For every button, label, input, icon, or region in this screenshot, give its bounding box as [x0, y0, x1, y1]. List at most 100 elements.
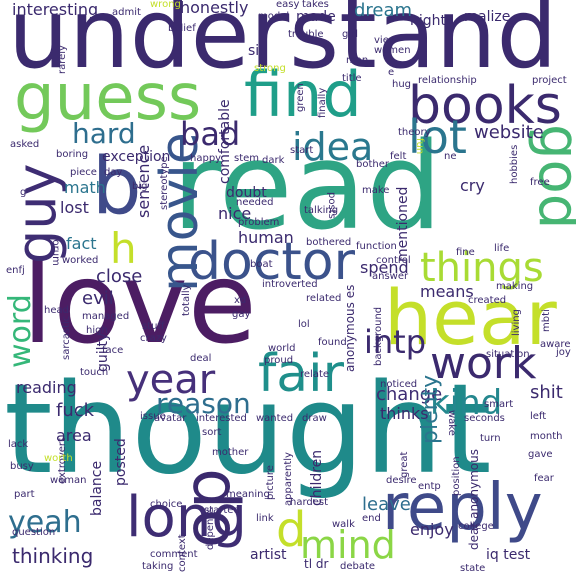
word-touch: touch — [80, 367, 109, 378]
word-fine: fine — [456, 247, 475, 258]
word-fuck: fuck — [56, 400, 95, 421]
word-model: model — [258, 11, 290, 22]
word-left: left — [530, 411, 547, 422]
word-free: free — [530, 177, 550, 188]
word-happy: happy — [190, 153, 222, 164]
word-problem: problem — [238, 217, 280, 228]
word-mbti: mbti — [541, 309, 552, 332]
word-enjoy: enjoy — [410, 520, 454, 539]
word-dear: dear anonymous — [467, 449, 481, 550]
word-kind: kind — [430, 383, 503, 423]
word-theory: theory — [398, 127, 431, 138]
word-takes: takes — [302, 0, 329, 10]
word-belief: belief — [168, 23, 196, 34]
word-hug: hug — [392, 79, 412, 90]
word-proud: proud — [264, 355, 294, 366]
word-admit: admit — [112, 7, 141, 18]
word-view: view — [374, 35, 398, 46]
word-fun: fun — [414, 138, 425, 155]
word-year: year — [126, 357, 216, 403]
word-nice: nice — [218, 204, 252, 223]
word-h: h — [110, 224, 137, 273]
word-issue: issue — [140, 411, 166, 422]
word-long: long — [126, 485, 247, 550]
word-stereotype: stereotype — [159, 156, 170, 210]
word-reply: reply — [382, 471, 543, 545]
word-talking: talking — [304, 205, 339, 216]
word-turn: turn — [480, 433, 501, 444]
word-night: night — [410, 13, 447, 29]
word-women: women — [374, 45, 411, 56]
word-doctor: doctor — [188, 232, 355, 292]
word-shit: shit — [530, 382, 563, 403]
word-means: means — [420, 282, 474, 301]
word-college: college — [458, 521, 494, 532]
word-xd: xd — [234, 295, 247, 306]
word-tl-dr: tl dr — [304, 557, 329, 571]
word-work: work — [430, 338, 537, 389]
word-meaning: meaning — [226, 489, 270, 500]
word-project: project — [532, 75, 567, 86]
word-math: math — [64, 178, 106, 197]
word-sarcastic: sarcastic — [61, 315, 72, 360]
word-aware: aware — [540, 339, 571, 350]
word-piece: piece — [70, 167, 97, 178]
word-worked: worked — [62, 255, 99, 266]
word-website: website — [474, 122, 544, 143]
word-avatar: avatar — [154, 413, 187, 424]
word-iq-test: iq test — [486, 547, 531, 563]
word-fact: fact — [66, 234, 97, 253]
word-idea: idea — [292, 125, 374, 169]
word-reason: reason — [156, 387, 251, 420]
word-stuff: stuff — [142, 321, 165, 332]
word-end: end — [362, 513, 381, 524]
word-mother: mother — [212, 447, 249, 458]
word-living: living — [511, 309, 522, 336]
word-yeah: yeah — [8, 505, 82, 540]
word-state: state — [460, 563, 486, 574]
word-draw: draw — [302, 413, 327, 424]
word-answer: answer — [372, 271, 409, 282]
word-head: head — [44, 305, 69, 316]
word-sit: sit — [248, 43, 265, 59]
word-change: change — [376, 384, 443, 405]
word-e: e — [388, 67, 395, 78]
word-comment: comment — [150, 549, 198, 560]
word-stem: stem — [234, 153, 260, 164]
word-read: read — [172, 118, 443, 257]
word-thinking: thinking — [12, 544, 94, 568]
word-found: found — [318, 337, 347, 348]
word-situation: situation — [486, 349, 530, 360]
word-part: part — [14, 489, 35, 500]
word-worth: worth — [44, 453, 73, 464]
word-dream: dream — [354, 0, 413, 21]
word-intp: intp — [364, 323, 427, 361]
word-spend: spend — [360, 258, 409, 277]
word-love: love — [22, 239, 257, 369]
word-introverted: introverted — [262, 279, 318, 290]
word-honestly: honestly — [180, 0, 249, 17]
word-title: title — [342, 73, 362, 84]
word-gave: gave — [528, 449, 553, 460]
word-finally: finally — [317, 87, 328, 118]
word-comfortable: comfortable — [217, 99, 233, 184]
word-make: make — [362, 185, 390, 196]
word-lack: lack — [8, 439, 29, 450]
word-felt: felt — [390, 151, 407, 162]
word-girl: girl — [342, 29, 359, 40]
word-position: position — [451, 456, 462, 496]
word-exception: exception — [102, 149, 171, 165]
word-realize: realize — [464, 9, 511, 25]
word-related: related — [306, 293, 342, 304]
word-gay: gay — [232, 309, 251, 320]
word-evil: evil — [82, 288, 114, 309]
word-asked: asked — [10, 139, 40, 150]
word-hear: hear — [384, 273, 557, 362]
word-leave: leave — [362, 494, 411, 515]
word-balance: balance — [89, 460, 105, 516]
word-word: word — [3, 294, 38, 368]
word-making: making — [496, 281, 534, 292]
word-d: d — [276, 502, 307, 558]
word-seconds: seconds — [464, 413, 505, 424]
word-month: month — [530, 431, 563, 442]
